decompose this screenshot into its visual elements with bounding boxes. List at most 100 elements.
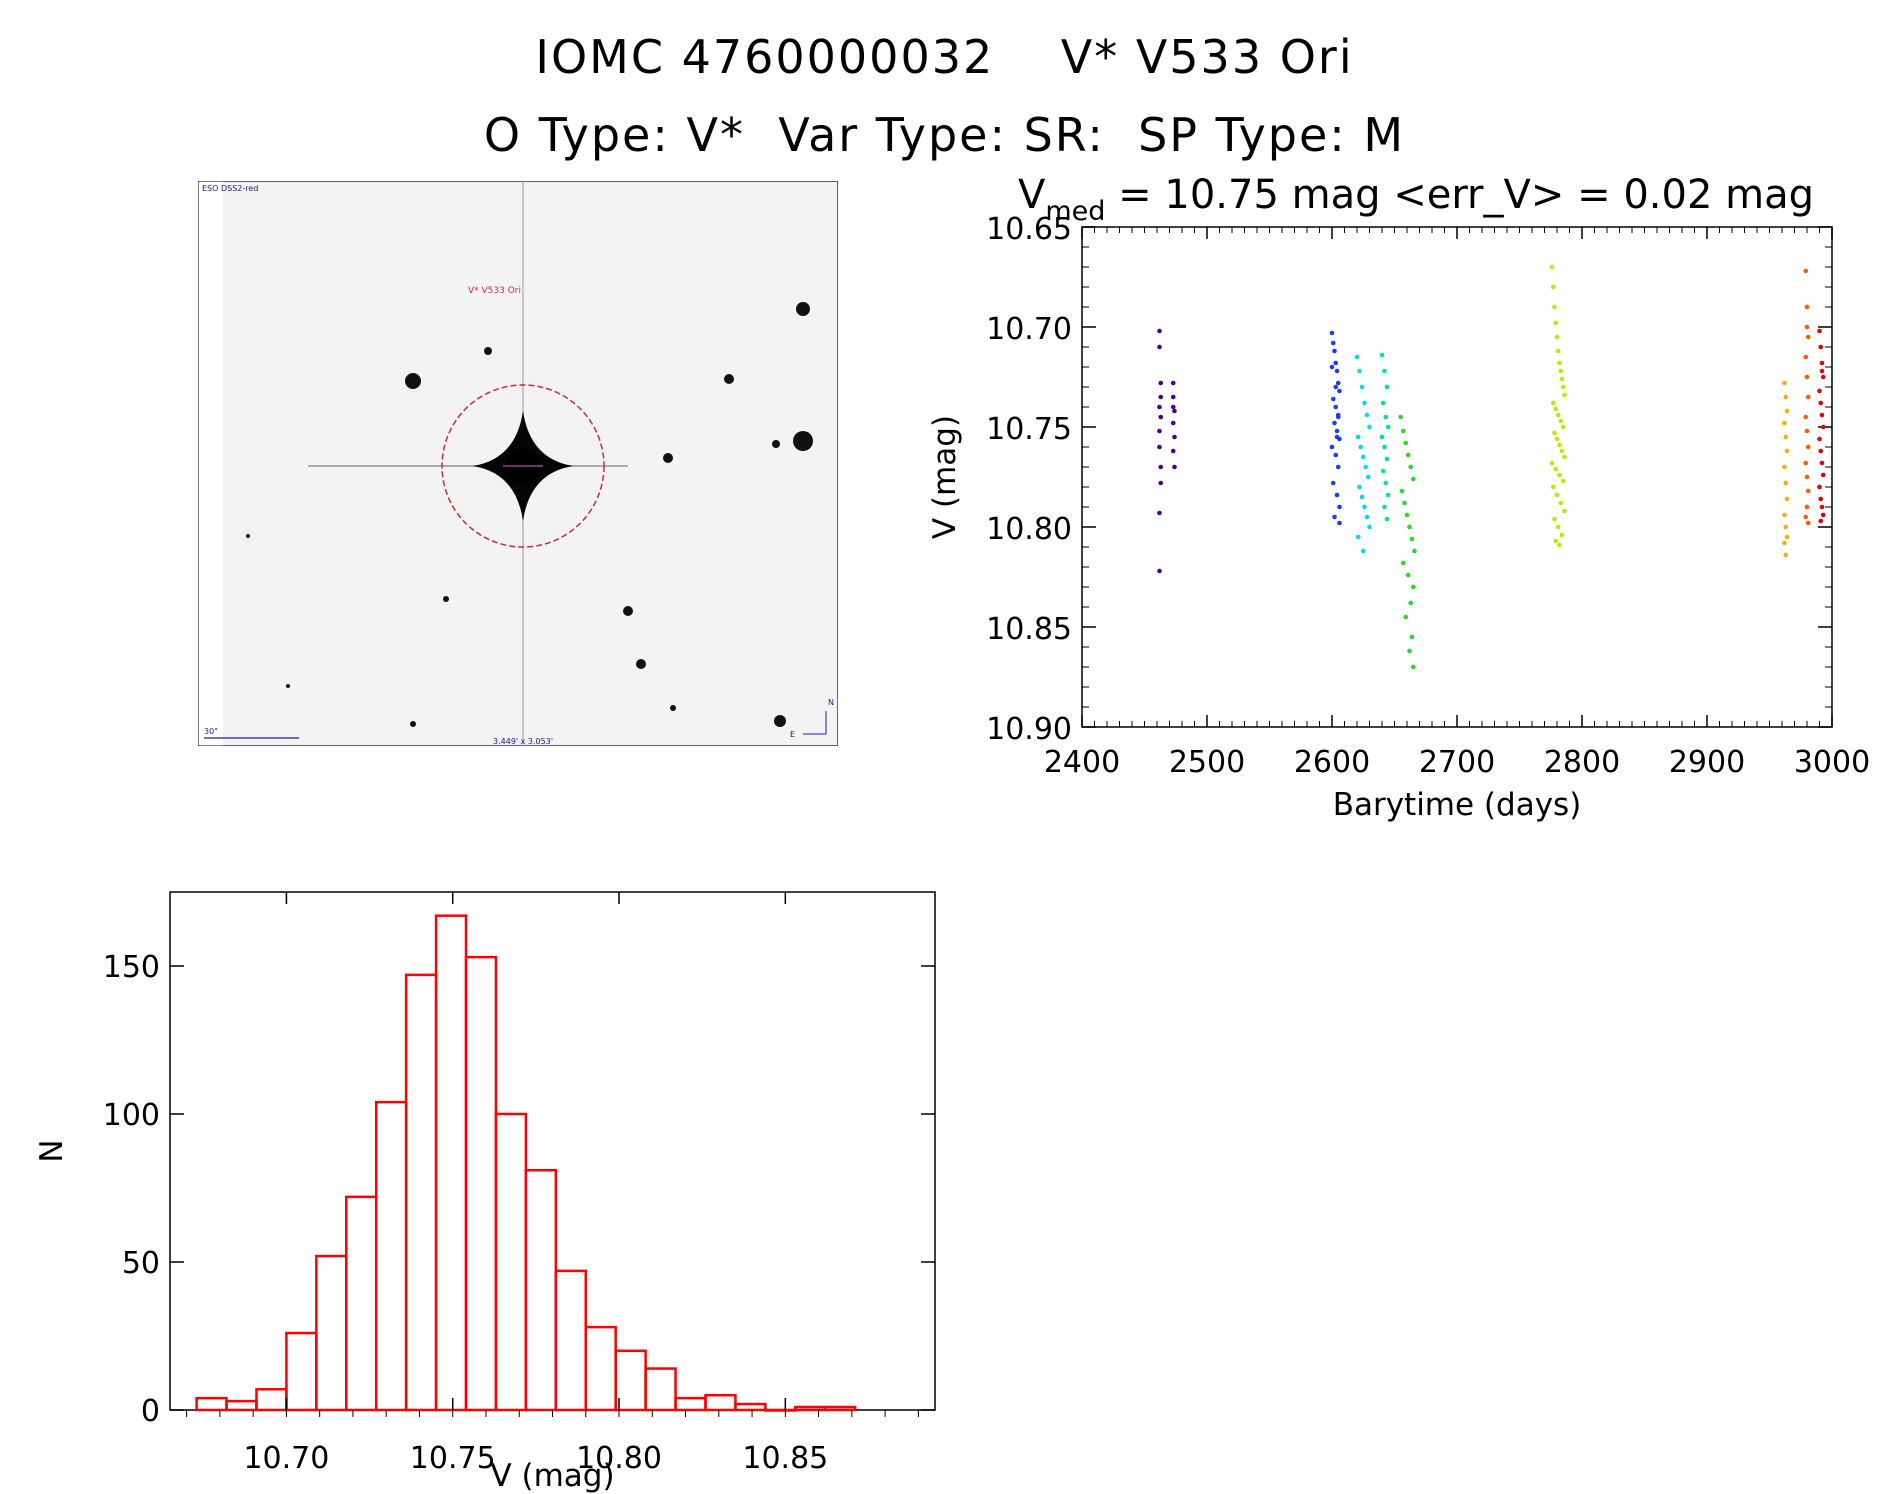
data-point	[1382, 444, 1387, 450]
data-point	[1157, 510, 1162, 516]
histogram-bar	[584, 1325, 617, 1412]
data-point	[1404, 512, 1410, 518]
data-point	[1330, 340, 1336, 346]
data-point	[1335, 464, 1341, 470]
y-axis-label: V (mag)	[927, 415, 963, 539]
data-point	[1385, 424, 1391, 430]
histogram-chart: 10.70 10.75 10.80 10.85 0 50 100 150 V (mag) N	[34, 891, 936, 1494]
data-point	[1557, 360, 1562, 366]
data-point	[1804, 428, 1810, 434]
data-point	[1398, 414, 1404, 420]
scale-label: 30"	[204, 727, 218, 736]
data-point	[1817, 484, 1822, 490]
data-point	[1803, 460, 1809, 466]
data-point	[1158, 414, 1164, 420]
data-point	[1562, 508, 1567, 514]
data-point	[1383, 480, 1389, 486]
x-tick-label: 2600	[1294, 745, 1370, 780]
data-point	[1560, 384, 1566, 390]
light-curve-chart: Vmed = 10.75 mag <err_V> = 0.02 mag 2400 2…	[927, 172, 1870, 823]
data-point	[1818, 496, 1824, 502]
data-point	[1172, 464, 1177, 470]
y-axis-label: N	[34, 1139, 70, 1162]
data-point	[1158, 464, 1164, 470]
x-tick-label: 2900	[1669, 745, 1745, 780]
data-point	[1804, 374, 1810, 380]
data-point	[1379, 352, 1385, 358]
y-tick-label: 150	[103, 950, 160, 985]
data-point	[1157, 328, 1162, 334]
data-point	[1405, 572, 1411, 578]
data-point	[1784, 408, 1790, 414]
y-tick-label: 0	[141, 1394, 160, 1429]
lightcurve-title: Vmed = 10.75 mag <err_V> = 0.02 mag	[1018, 172, 1814, 227]
data-point	[1819, 412, 1825, 418]
data-point	[1383, 414, 1389, 420]
data-point	[1335, 380, 1341, 386]
data-point	[1555, 524, 1561, 530]
data-point	[1819, 368, 1825, 374]
x-tick-label: 10.70	[243, 1441, 329, 1476]
finder-left-margin	[198, 181, 223, 746]
data-point	[1367, 524, 1372, 530]
finder-chart-image: V* V533 Ori ESO DSS2-red 30" 3.449' x 3.…	[198, 181, 838, 746]
data-point	[1335, 414, 1341, 420]
data-point	[1560, 424, 1566, 430]
data-point	[1552, 516, 1557, 522]
data-point	[1554, 334, 1560, 340]
x-tick-label: 2800	[1544, 745, 1620, 780]
histogram-bar	[345, 1195, 378, 1412]
data-point	[1553, 406, 1559, 412]
data-point	[1550, 484, 1556, 490]
data-point	[1805, 334, 1811, 340]
data-point	[1818, 400, 1824, 406]
data-point	[1157, 428, 1162, 434]
data-point	[1334, 492, 1340, 498]
data-point	[1172, 408, 1177, 414]
histogram-plot-frame	[169, 891, 936, 1411]
data-point	[1783, 394, 1789, 400]
data-point	[1170, 404, 1176, 410]
data-point	[1157, 444, 1162, 450]
data-point	[1360, 548, 1366, 554]
data-point	[1410, 476, 1416, 482]
data-point	[1354, 354, 1360, 360]
data-point	[1407, 524, 1412, 530]
data-point	[1359, 384, 1365, 390]
data-point	[1558, 368, 1564, 374]
histogram-bar	[195, 1396, 228, 1412]
data-point	[1553, 466, 1559, 472]
data-point	[1382, 368, 1387, 374]
data-point	[1384, 456, 1390, 462]
histogram-bar	[794, 1405, 827, 1412]
data-point	[1332, 420, 1337, 426]
data-point	[1804, 474, 1810, 480]
data-point	[1819, 504, 1825, 510]
data-point	[1803, 514, 1809, 520]
target-marker-circle	[441, 384, 605, 548]
data-point	[1407, 648, 1412, 654]
histogram-bar	[614, 1349, 647, 1412]
data-point	[1557, 472, 1562, 478]
histogram-bar	[374, 1100, 408, 1412]
data-point	[1333, 452, 1339, 458]
compass-north-label: N	[828, 698, 834, 707]
y-tick-label: 10.75	[986, 412, 1072, 447]
data-point	[1402, 500, 1407, 506]
data-point	[1804, 324, 1810, 330]
survey-label: ESO DSS2-red	[202, 184, 258, 193]
data-point	[1558, 418, 1564, 424]
data-point	[1380, 468, 1386, 474]
data-point	[1805, 444, 1811, 450]
data-point	[1818, 344, 1824, 350]
data-point	[1364, 514, 1370, 520]
x-axis-label: Barytime (days)	[1333, 787, 1582, 823]
data-point	[1337, 388, 1342, 394]
y-tick-label: 50	[122, 1246, 160, 1281]
data-point	[1552, 304, 1557, 310]
data-point	[1550, 400, 1556, 406]
data-point	[1337, 520, 1342, 526]
data-point	[1334, 434, 1340, 440]
fov-label: 3.449' x 3.053'	[493, 737, 553, 746]
data-point	[1170, 380, 1176, 386]
